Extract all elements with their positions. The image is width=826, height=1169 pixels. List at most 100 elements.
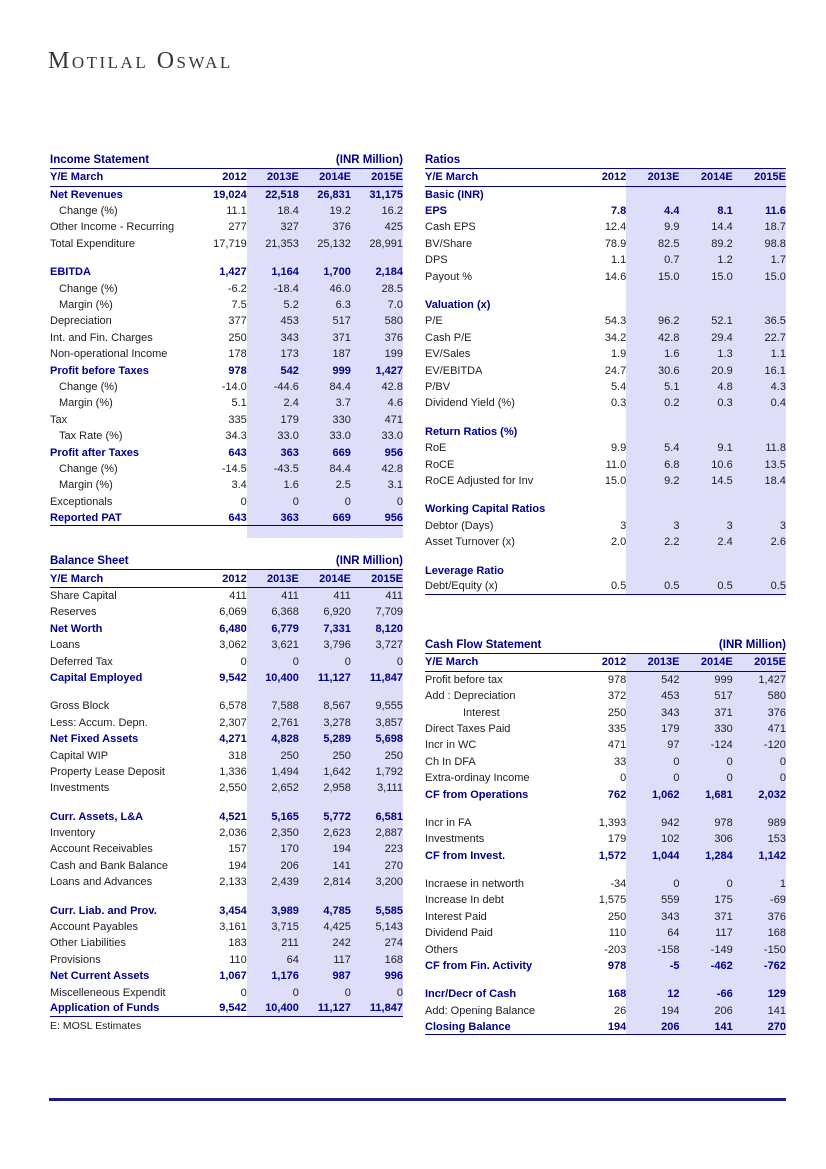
value-cell: 11,127: [298, 1000, 351, 1017]
value-cell: 7.0: [350, 296, 403, 314]
value-cell: [350, 890, 403, 903]
value-cell: 5,698: [350, 730, 403, 748]
value-cell: 559: [626, 892, 680, 909]
value-cell: [626, 423, 680, 440]
value-cell: 2.5: [298, 477, 351, 494]
cash_flow-row: Incraese in networth -34 0 0 1: [425, 875, 786, 893]
balance_sheet-row: Net Fixed Assets 4,271 4,828 5,289 5,698: [50, 730, 403, 748]
value-cell: 16.2: [350, 202, 403, 220]
value-cell: 52.1: [679, 313, 733, 330]
row-label: Inventory: [50, 827, 96, 840]
value-cell: 24.7: [604, 364, 627, 377]
balance_sheet-row: [50, 796, 403, 809]
value-cell: [679, 423, 733, 440]
row-label: Profit after Taxes: [50, 446, 140, 459]
value-cell: 471: [732, 720, 786, 738]
value-cell: [679, 489, 733, 502]
value-cell: [626, 802, 680, 815]
cash_flow-row: [425, 974, 786, 987]
row-label: Basic (INR): [425, 188, 484, 201]
value-cell: 0: [679, 875, 733, 893]
value-cell: [350, 526, 403, 539]
income_statement-row: EBITDA 1,427 1,164 1,700 2,184: [50, 264, 403, 281]
value-cell: 183: [228, 937, 247, 950]
value-cell: [732, 423, 786, 440]
row-label: Interest: [463, 706, 500, 719]
year-axis-header: Y/E March: [50, 171, 104, 184]
row-label: Debt/Equity (x): [425, 580, 498, 593]
row-label: CF from Invest.: [425, 849, 506, 862]
year-column-header: 2015E: [350, 169, 403, 186]
value-cell: 0: [626, 753, 680, 770]
value-cell: 371: [298, 329, 351, 347]
value-cell: 0: [732, 753, 786, 770]
value-cell: 3,161: [219, 921, 247, 934]
row-label: RoE: [425, 442, 447, 455]
value-cell: 6,779: [246, 620, 299, 637]
row-label: Others: [425, 943, 459, 956]
balance_sheet-row: Capital WIP 318 250 250 250: [50, 747, 403, 764]
cash_flow-row: Closing Balance 194 206 141 270: [425, 1019, 786, 1036]
value-cell: -150: [732, 941, 786, 958]
value-cell: 29.4: [679, 329, 733, 347]
value-cell: 15.0: [604, 474, 627, 487]
value-cell: 18.7: [732, 219, 786, 236]
table-unit-label: (INR Million): [335, 555, 403, 568]
row-label: Incr in WC: [425, 739, 477, 752]
value-cell: 3,278: [298, 714, 351, 731]
value-cell: 33: [613, 755, 627, 768]
row-label: Net Current Assets: [50, 970, 150, 983]
value-cell: 250: [607, 706, 627, 719]
value-cell: 0: [350, 984, 403, 1001]
balance_sheet-row: Net Worth 6,480 6,779 7,331 8,120: [50, 620, 403, 637]
value-cell: 4.3: [732, 378, 786, 396]
value-cell: 1.6: [626, 346, 680, 363]
balance-sheet-title-row: Balance Sheet (INR Million): [50, 551, 403, 571]
value-cell: 11.1: [226, 205, 247, 218]
value-cell: 194: [626, 1002, 680, 1020]
value-cell: 7,709: [350, 604, 403, 621]
value-cell: [298, 796, 351, 809]
row-label: Gross Block: [50, 700, 110, 713]
value-cell: 6.8: [626, 456, 680, 473]
value-cell: 2,550: [219, 782, 247, 795]
value-cell: 141: [732, 1002, 786, 1020]
value-cell: 5.2: [246, 296, 299, 314]
value-cell: 34.3: [225, 430, 247, 443]
balance_sheet-row: Reserves 6,069 6,368 6,920 7,709: [50, 604, 403, 621]
value-cell: [626, 186, 680, 203]
value-cell: 16.1: [732, 362, 786, 379]
cash_flow-row: Incr in FA 1,393 942 978 989: [425, 814, 786, 832]
row-label: Exceptionals: [50, 495, 113, 508]
value-cell: 1,284: [679, 847, 733, 864]
income_statement-row: [50, 252, 403, 265]
row-label: P/BV: [425, 380, 451, 393]
value-cell: 2.4: [246, 395, 299, 412]
income_statement-row: Non-operational Income 178 173 187 199: [50, 346, 403, 363]
value-cell: 335: [228, 413, 247, 426]
cash_flow-row: CF from Fin. Activity 978 -5 -462 -762: [425, 957, 786, 975]
value-cell: 371: [679, 704, 733, 721]
row-label: Interest Paid: [425, 910, 487, 923]
value-cell: 9.2: [626, 472, 680, 490]
value-cell: 22,518: [246, 186, 299, 203]
ratios-header-row: Y/E March 2012 2013E 2014E 2015E: [425, 169, 786, 187]
value-cell: -158: [626, 941, 680, 958]
value-cell: 376: [732, 704, 786, 721]
row-label: Curr. Assets, L&A: [50, 810, 144, 823]
balance_sheet-row: Share Capital 411 411 411 411: [50, 587, 403, 605]
income_statement-row: Exceptionals 0 0 0 0: [50, 493, 403, 510]
value-cell: 12: [626, 986, 680, 1003]
value-cell: 22.7: [732, 329, 786, 347]
value-cell: 1,336: [219, 765, 247, 778]
row-label: Closing Balance: [425, 1020, 511, 1033]
balance_sheet-row: Curr. Liab. and Prov. 3,454 3,989 4,785 5,58…: [50, 902, 403, 919]
value-cell: [626, 974, 680, 987]
value-cell: 7,588: [246, 698, 299, 715]
value-cell: -44.6: [246, 378, 299, 396]
row-label: Asset Turnover (x): [425, 536, 515, 549]
row-label: Margin (%): [59, 479, 113, 492]
value-cell: 4,521: [219, 810, 247, 823]
row-label: Working Capital Ratios: [425, 503, 546, 516]
row-label: Other Income - Recurring: [50, 221, 175, 234]
